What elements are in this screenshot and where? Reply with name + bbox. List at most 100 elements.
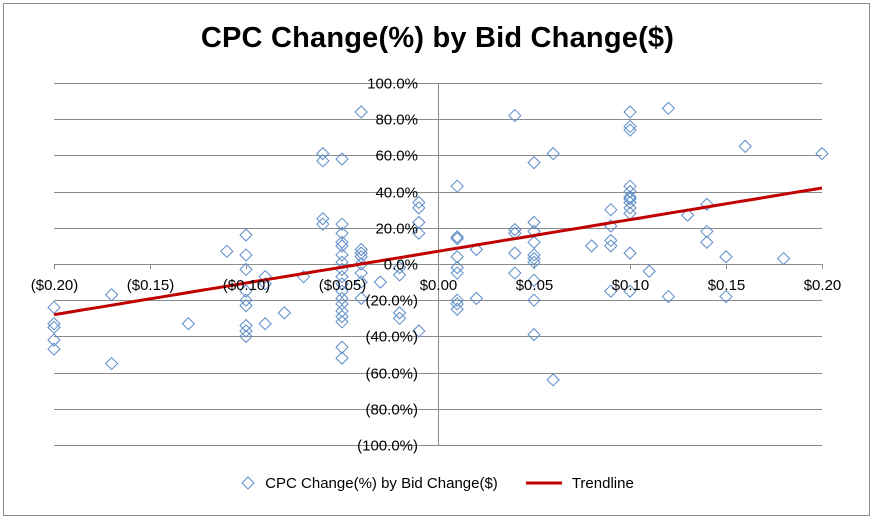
- data-point: [354, 266, 368, 280]
- line-marker-icon: [525, 481, 562, 485]
- data-point: [527, 215, 541, 230]
- data-point: [316, 217, 330, 231]
- data-point: [392, 306, 407, 320]
- data-point: [508, 222, 522, 237]
- data-point: [450, 231, 464, 246]
- x-tick-label: $0.15: [708, 277, 746, 294]
- x-tick-label: ($0.10): [223, 277, 271, 294]
- x-tick-label: $0.20: [804, 277, 842, 294]
- data-point: [412, 324, 426, 338]
- data-point: [719, 250, 733, 264]
- legend-label-trendline: Trendline: [571, 474, 634, 492]
- data-point: [623, 284, 637, 298]
- y-tick-label: (80.0%): [365, 402, 418, 419]
- data-point: [623, 105, 637, 119]
- data-point: [335, 152, 349, 166]
- data-point: [700, 224, 714, 239]
- data-point: [239, 284, 253, 298]
- data-point: [450, 230, 464, 244]
- y-tick-label: (100.0%): [357, 438, 418, 455]
- chart-title: CPC Change(%) by Bid Change($): [200, 22, 675, 54]
- data-point: [335, 248, 349, 262]
- data-point: [450, 179, 464, 193]
- data-point: [680, 208, 695, 222]
- data-point: [335, 239, 349, 253]
- trendline: [53, 186, 823, 317]
- data-point: [661, 101, 676, 116]
- data-point: [738, 139, 752, 154]
- data-point: [469, 242, 484, 257]
- data-point: [239, 329, 253, 344]
- data-point: [239, 298, 253, 313]
- y-tick-label: 20.0%: [375, 221, 418, 238]
- data-point: [47, 333, 61, 347]
- data-point: [450, 266, 464, 280]
- data-point: [623, 192, 637, 206]
- data-point: [335, 340, 349, 354]
- data-point: [354, 250, 368, 264]
- data-point: [700, 197, 714, 211]
- axes: [54, 83, 823, 446]
- data-point: [623, 184, 637, 199]
- data-point: [335, 315, 349, 329]
- data-point: [277, 306, 292, 320]
- data-point: [354, 242, 368, 257]
- data-point: [104, 288, 119, 302]
- data-point: [527, 224, 541, 239]
- x-tick-label: ($0.20): [31, 277, 79, 294]
- data-point: [181, 317, 196, 331]
- data-point: [604, 233, 618, 248]
- x-tick-label: $0.05: [516, 277, 554, 294]
- x-tick-label: ($0.15): [127, 277, 175, 294]
- data-point: [335, 351, 349, 365]
- data-point: [239, 293, 253, 307]
- data-point: [47, 300, 61, 315]
- data-point: [316, 154, 330, 168]
- data-point: [623, 190, 637, 204]
- data-points: [47, 101, 829, 387]
- data-point: [239, 248, 253, 262]
- data-point: [700, 235, 714, 249]
- chart-frame: [3, 3, 870, 516]
- data-point: [335, 277, 349, 291]
- data-point: [104, 356, 119, 371]
- y-tick-label: (40.0%): [365, 329, 418, 346]
- y-tick-label: 80.0%: [375, 112, 418, 129]
- data-point: [412, 195, 426, 210]
- data-point: [450, 250, 464, 264]
- data-point: [527, 155, 541, 170]
- y-tick-label: 0.0%: [384, 257, 418, 274]
- legend-item-trendline: Trendline: [525, 474, 634, 492]
- data-point: [508, 266, 522, 280]
- x-tick-label: $0.00: [420, 277, 458, 294]
- data-point: [392, 311, 407, 326]
- data-point: [584, 239, 599, 253]
- data-point: [239, 318, 253, 333]
- data-point: [412, 215, 426, 230]
- data-point: [47, 342, 61, 356]
- y-tick-label: 100.0%: [367, 76, 418, 93]
- data-point: [527, 293, 541, 307]
- data-point: [623, 246, 637, 260]
- y-tick-label: 60.0%: [375, 148, 418, 165]
- data-point: [604, 284, 618, 298]
- data-point: [316, 212, 330, 226]
- data-point: [508, 108, 522, 123]
- data-point: [623, 119, 637, 134]
- data-point: [527, 248, 541, 262]
- data-point: [392, 268, 407, 282]
- data-point: [373, 275, 388, 289]
- data-point: [258, 269, 272, 284]
- data-point: [335, 309, 349, 324]
- data-point: [335, 217, 349, 231]
- data-point: [527, 251, 541, 266]
- data-point: [239, 262, 253, 277]
- data-point: [527, 273, 541, 287]
- data-point: [335, 235, 349, 249]
- data-point: [392, 260, 407, 275]
- trendline-layer: [53, 186, 823, 317]
- data-point: [354, 246, 368, 260]
- data-point: [508, 246, 522, 260]
- data-point: [604, 239, 618, 253]
